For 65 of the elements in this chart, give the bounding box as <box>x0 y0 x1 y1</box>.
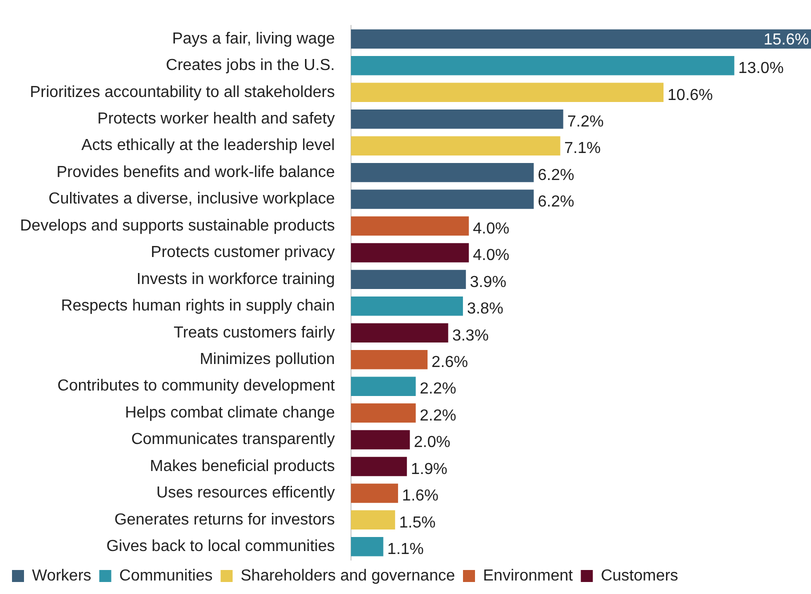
bar <box>350 110 564 129</box>
y-tick-label: Protects customer privacy <box>150 244 335 262</box>
y-tick-label: Develops and supports sustainable products <box>20 217 335 234</box>
y-tick-label: Pays a fair, living wage <box>172 30 335 48</box>
bar <box>350 376 416 396</box>
bar <box>350 82 664 102</box>
y-tick-label: Helps combat climate change <box>124 404 335 422</box>
data-label: 15.6% <box>764 31 809 48</box>
bar <box>350 190 534 209</box>
data-label: 7.1% <box>564 140 601 158</box>
data-label: 1.5% <box>399 514 436 532</box>
bar <box>350 243 469 262</box>
y-tick-label: Uses resources efficently <box>156 484 335 502</box>
bar <box>350 29 811 49</box>
data-label: 6.2% <box>538 194 574 211</box>
data-label: 3.8% <box>466 300 504 318</box>
y-tick-label: Prioritizes accountability to all stakeholders <box>30 84 335 101</box>
data-label: 10.6% <box>668 86 713 104</box>
data-label: 1.1% <box>387 541 424 558</box>
y-tick-label: Treats customers fairly <box>174 324 335 342</box>
y-tick-label: Makes beneficial products <box>150 458 335 475</box>
bar <box>350 456 407 476</box>
legend-label: Workers <box>32 567 92 584</box>
data-label: 1.9% <box>410 460 448 478</box>
y-tick-label: Minimizes pollution <box>200 351 335 368</box>
bar <box>350 56 734 76</box>
bar <box>350 350 428 370</box>
bar <box>350 510 396 530</box>
data-label: 7.2% <box>567 114 604 131</box>
y-tick-label: Protects worker health and safety <box>97 110 335 128</box>
legend-label: Environment <box>483 567 574 584</box>
legend-label: Shareholders and governance <box>240 567 456 584</box>
y-tick-label: Communicates transparently <box>131 431 335 448</box>
bar <box>350 270 466 290</box>
bar <box>350 430 410 450</box>
y-tick-label: Acts ethically at the leadership level <box>81 137 335 154</box>
y-tick-label: Contributes to community development <box>57 378 336 395</box>
bar <box>350 136 560 156</box>
data-label: 4.0% <box>472 220 510 238</box>
bar <box>350 403 416 423</box>
bar <box>350 296 463 316</box>
y-tick-label: Invests in workforce training <box>136 270 335 288</box>
legend-label: Customers <box>600 567 678 584</box>
y-tick-label: Provides benefits and work-life balance <box>56 164 335 181</box>
legend-label: Communities <box>119 567 213 584</box>
data-label: 2.0% <box>414 434 450 452</box>
data-label: 13.0% <box>738 60 784 78</box>
data-label: 2.2% <box>420 380 456 398</box>
y-tick-label: Gives back to local communities <box>106 538 335 556</box>
y-tick-label: Creates jobs in the U.S. <box>166 57 335 74</box>
bar <box>350 484 398 503</box>
bar <box>350 323 448 342</box>
bar <box>350 162 534 182</box>
y-tick-label: Generates returns for investors <box>114 511 335 528</box>
data-label: 6.2% <box>538 166 574 184</box>
bar <box>350 216 469 236</box>
data-label: 4.0% <box>472 247 510 264</box>
data-label: 2.6% <box>432 354 468 372</box>
data-label: 1.6% <box>402 488 439 505</box>
data-label: 3.9% <box>470 274 506 291</box>
data-label: 3.3% <box>452 327 489 344</box>
y-tick-label: Cultivates a diverse, inclusive workplace <box>48 190 335 208</box>
y-tick-label: Respects human rights in supply chain <box>60 298 335 315</box>
data-label: 2.2% <box>420 407 456 424</box>
bar <box>350 537 384 556</box>
